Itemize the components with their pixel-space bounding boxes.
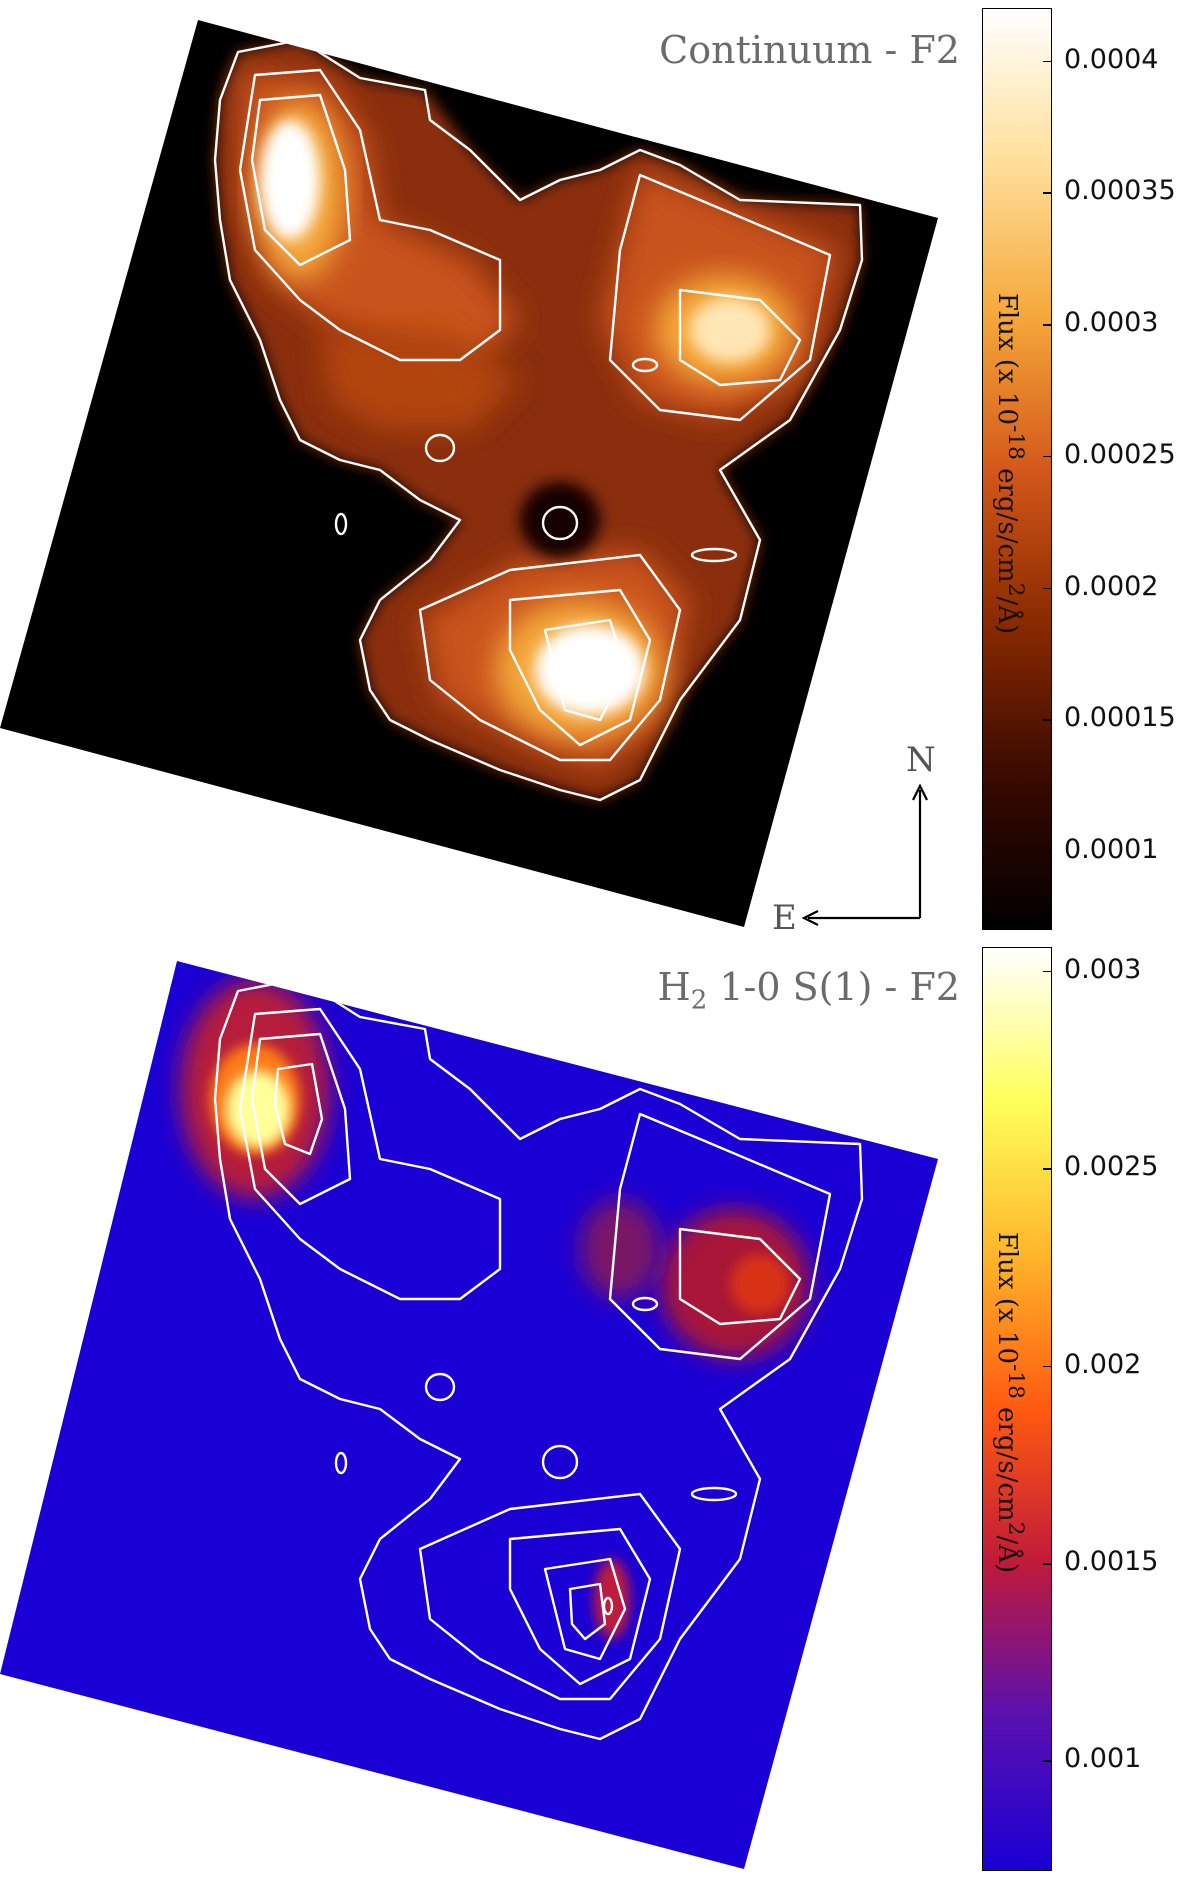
h2-contour-small-3 — [631, 1296, 659, 1312]
knot-ne-core — [260, 120, 320, 240]
colorbar-tick-label: 0.0002 — [1064, 570, 1159, 602]
h2-contour-hole — [541, 1444, 579, 1480]
colorbar-tick-mark — [1043, 1168, 1051, 1170]
colorbar-tick-label: 0.00015 — [1064, 702, 1176, 734]
continuum-panel: Continuum - F2 N E 0.0004 0.00035 0.0003 0.… — [0, 8, 1176, 938]
contour-small-1 — [424, 433, 456, 463]
colorbar-tick-label: 0.0003 — [1064, 307, 1159, 339]
colorbar-tick-mark — [1043, 970, 1051, 973]
contour-7 — [508, 588, 652, 747]
h2-contour-3 — [250, 1032, 352, 1206]
colorbar-tick-label: 0.00025 — [1064, 438, 1176, 470]
colorbar-tick-mark — [1043, 455, 1051, 458]
h2-field — [0, 961, 938, 1869]
colorbar-tick-mark — [1043, 192, 1051, 194]
contour-8 — [543, 618, 627, 722]
colorbar-tick-mark — [1043, 60, 1051, 63]
h2-contour-3b — [273, 1062, 324, 1156]
continuum-emission — [213, 38, 864, 802]
h2-contour-4 — [608, 1112, 832, 1361]
h2-panel: H2 1-0 S(1) - F2 0.003 0.0025 0.002 0.0015 0… — [0, 939, 1200, 1878]
h2-contour-8 — [543, 1557, 627, 1661]
h2-emission — [180, 977, 864, 1741]
h2-contour-5 — [678, 1227, 802, 1326]
h2-knot-w-core — [730, 1254, 790, 1314]
colorbar-tick-label: 0.002 — [1064, 1348, 1142, 1380]
colorbar-tick-mark — [1043, 324, 1051, 326]
h2-contour-2 — [238, 1007, 502, 1301]
emission-center — [320, 330, 520, 430]
h2-map — [0, 961, 938, 1869]
contour-outer — [213, 38, 864, 802]
h2-colorbar-label: Flux (x 10-18 erg/s/cm2/Å) — [992, 1231, 1028, 1574]
colorbar-tick-mark — [1043, 1760, 1051, 1762]
north-arrow-head-icon — [912, 783, 928, 801]
h2-colorbar — [982, 947, 1052, 1871]
h2-title: H2 1-0 S(1) - F2 — [657, 965, 960, 1016]
contour-small-4 — [690, 547, 738, 563]
h2-contours — [213, 977, 864, 1741]
east-arrow-head-icon — [801, 910, 819, 926]
h2-contour-9 — [568, 1582, 607, 1641]
colorbar-tick-label: 0.00035 — [1064, 175, 1176, 207]
continuum-contours — [213, 38, 864, 802]
colorbar-tick-mark — [1043, 850, 1051, 853]
h2-contour-7 — [508, 1527, 652, 1686]
h2-contour-outer — [213, 977, 864, 1741]
continuum-map — [0, 20, 938, 927]
compass-north-label: N — [906, 740, 936, 780]
contour-2 — [238, 68, 502, 362]
colorbar-tick-mark — [1043, 587, 1051, 590]
continuum-title: Continuum - F2 — [659, 28, 960, 72]
h2-contour-6 — [418, 1492, 682, 1701]
knot-w-core — [690, 298, 770, 362]
continuum-colorbar — [982, 8, 1052, 930]
colorbar-tick-mark — [1043, 1563, 1051, 1565]
contour-small-2 — [334, 512, 348, 536]
compass-east-label: E — [772, 898, 797, 938]
colorbar-tick-label: 0.0001 — [1064, 833, 1159, 865]
h2-knot-center-halo — [580, 1199, 660, 1299]
colorbar-tick-mark — [1043, 719, 1051, 721]
h2-contour-small-1 — [424, 1372, 456, 1402]
contour-4 — [608, 173, 832, 422]
h2-contour-small-5 — [602, 1596, 614, 1616]
contour-3 — [250, 93, 352, 267]
contour-6 — [418, 553, 682, 762]
knot-s-core — [535, 625, 645, 715]
continuum-colorbar-label: Flux (x 10-18 erg/s/cm2/Å) — [992, 292, 1028, 635]
h2-contour-small-2 — [334, 1451, 348, 1475]
colorbar-tick-label: 0.001 — [1064, 1743, 1142, 1775]
contour-hole — [541, 505, 579, 541]
contour-small-3 — [631, 357, 659, 373]
colorbar-tick-label: 0.0004 — [1064, 43, 1159, 75]
h2-contour-small-4 — [690, 1486, 738, 1502]
colorbar-tick-label: 0.0025 — [1064, 1151, 1159, 1183]
compass — [801, 783, 928, 926]
colorbar-tick-mark — [1043, 1365, 1051, 1368]
colorbar-tick-label: 0.003 — [1064, 953, 1142, 985]
central-hole — [520, 482, 600, 558]
contour-5 — [678, 288, 802, 387]
colorbar-tick-label: 0.0015 — [1064, 1546, 1159, 1577]
